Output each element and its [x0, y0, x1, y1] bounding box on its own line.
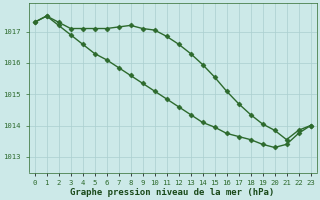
X-axis label: Graphe pression niveau de la mer (hPa): Graphe pression niveau de la mer (hPa) — [70, 188, 275, 197]
